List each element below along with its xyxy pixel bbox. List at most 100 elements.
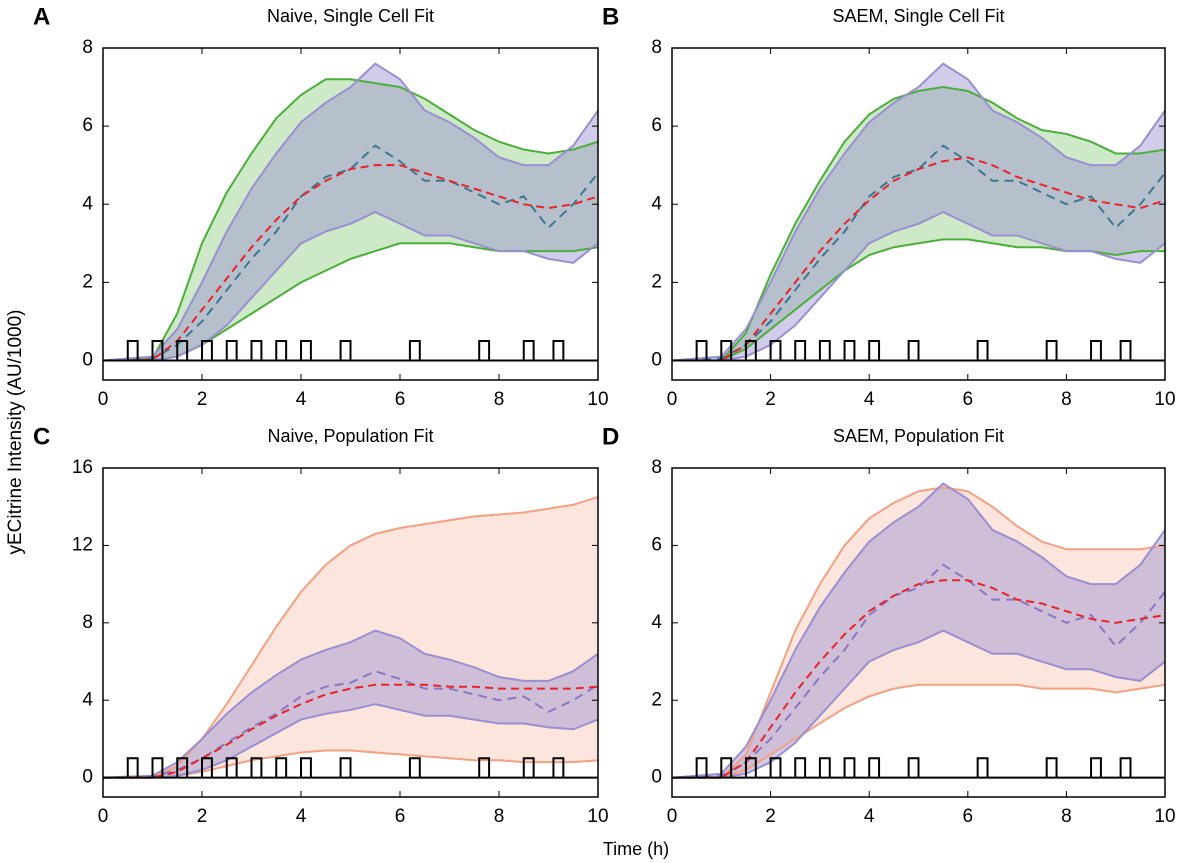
pulse — [818, 757, 831, 778]
y-tick-label: 6 — [651, 534, 662, 555]
pulse — [201, 757, 213, 778]
pulse — [907, 757, 920, 778]
y-tick-label: 4 — [651, 193, 662, 214]
data-mean-line — [672, 563, 1166, 779]
pulse — [744, 757, 757, 778]
x-tick-label: 4 — [864, 806, 875, 827]
pulse — [1045, 339, 1058, 361]
band-edge — [103, 703, 599, 779]
pulse — [843, 757, 856, 778]
pulse — [868, 339, 881, 361]
band-edge — [672, 683, 1166, 779]
pulse — [552, 339, 565, 361]
band-fill — [672, 483, 1165, 778]
x-tick-label: 10 — [587, 389, 608, 410]
pulse — [552, 757, 565, 778]
plot-frame — [671, 467, 1166, 798]
panel-title: Naive, Population Fit — [267, 426, 433, 446]
y-tick-label: 6 — [82, 115, 93, 136]
data-mean-line — [103, 670, 599, 779]
panel-title: SAEM, Population Fit — [833, 426, 1004, 446]
pulse — [1119, 757, 1132, 778]
pulse — [744, 339, 757, 361]
x-tick-label: 4 — [864, 389, 875, 410]
x-tick-label: 0 — [667, 389, 678, 410]
pulse — [339, 339, 352, 361]
panel-letter: D — [602, 423, 619, 450]
band-edge — [103, 496, 599, 779]
x-tick-label: 8 — [494, 806, 505, 827]
x-tick-label: 10 — [1154, 806, 1175, 827]
x-tick-label: 6 — [395, 806, 406, 827]
pulse — [300, 339, 312, 361]
pulse — [151, 339, 164, 361]
x-tick-label: 4 — [296, 389, 307, 410]
pulse — [522, 339, 535, 361]
y-tick-label: 0 — [82, 767, 93, 788]
y-tick-label: 8 — [651, 457, 662, 478]
pulse — [201, 339, 213, 361]
y-tick-label: 0 — [82, 349, 93, 370]
y-tick-label: 0 — [651, 767, 662, 788]
y-tick-label: 4 — [82, 193, 93, 214]
band-edge — [103, 78, 599, 362]
x-tick-label: 0 — [98, 389, 109, 410]
band-fill — [672, 487, 1165, 778]
x-tick-label: 8 — [1061, 806, 1072, 827]
plot-frame — [671, 47, 1166, 381]
pulse — [843, 339, 856, 361]
x-tick-label: 2 — [765, 806, 776, 827]
pulse — [794, 339, 807, 361]
pulse — [769, 757, 782, 778]
pulse — [818, 339, 831, 361]
x-tick-label: 2 — [197, 806, 208, 827]
x-tick-label: 8 — [494, 389, 505, 410]
pulse — [1119, 339, 1132, 361]
x-tick-label: 6 — [395, 389, 406, 410]
pulse — [976, 339, 989, 361]
x-tick-label: 0 — [98, 806, 109, 827]
pulse — [176, 757, 189, 778]
plot-frame — [102, 47, 599, 381]
band-edge — [671, 482, 1166, 779]
pulse — [695, 339, 708, 361]
pulse — [720, 339, 733, 361]
y-tick-label: 6 — [651, 115, 662, 136]
band-edge — [102, 62, 599, 362]
x-tick-label: 2 — [197, 389, 208, 410]
y-tick-label: 12 — [72, 534, 93, 555]
band-edge — [672, 629, 1166, 779]
model-mean-line — [672, 156, 1166, 362]
x-tick-label: 2 — [765, 389, 776, 410]
y-tick-label: 16 — [72, 457, 93, 478]
pulse — [1090, 339, 1102, 361]
model-mean-line — [672, 579, 1166, 779]
pulse — [478, 339, 491, 361]
pulse — [225, 339, 238, 361]
pulse — [769, 339, 782, 361]
model-mean-line — [103, 164, 599, 362]
y-tick-label: 2 — [651, 689, 662, 710]
pulse — [339, 757, 352, 778]
pulse — [176, 339, 189, 361]
pulse — [1045, 757, 1058, 778]
band-edge — [671, 62, 1166, 362]
y-axis-label: yECitrine Intensity (AU/1000) — [5, 310, 26, 555]
y-tick-label: 8 — [82, 37, 93, 58]
pulse — [478, 757, 491, 778]
pulse — [408, 757, 421, 778]
band-edge — [672, 486, 1166, 779]
pulse — [868, 757, 881, 778]
plot-frame — [102, 467, 599, 798]
pulse — [720, 757, 733, 778]
y-tick-label: 8 — [651, 37, 662, 58]
pulse — [794, 757, 807, 778]
band-edge — [102, 629, 599, 779]
y-tick-label: 4 — [82, 689, 93, 710]
panel-title: SAEM, Single Cell Fit — [832, 6, 1004, 26]
x-tick-label: 0 — [667, 806, 678, 827]
y-tick-label: 0 — [651, 349, 662, 370]
pulse — [976, 757, 989, 778]
model-mean-line — [103, 683, 599, 779]
